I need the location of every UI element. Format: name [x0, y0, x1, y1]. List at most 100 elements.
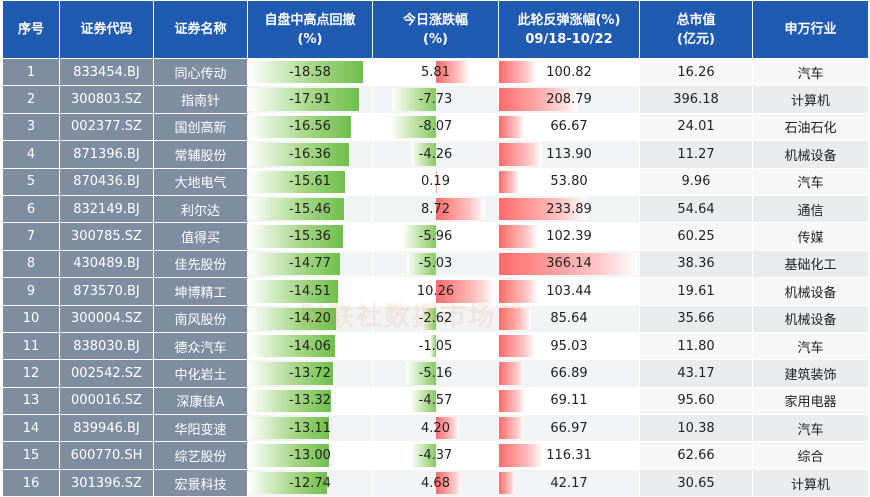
table-row[interactable]: 14 839946.BJ 华阳变速 -13.11 4.20 66.97 10.38 汽车	[2, 414, 869, 443]
table-row[interactable]: 16 301396.SZ 宏景科技 -12.74 4.68 42.17 30.65 计算机	[2, 468, 869, 497]
row-mktcap: 11.80	[639, 331, 753, 361]
row-rebound-value: 66.89	[550, 365, 588, 381]
table-row[interactable]: 8 430489.BJ 佳先股份 -14.77 -5.03 366.14 38.36 基础化工	[2, 249, 869, 279]
row-code: 871396.BJ	[59, 140, 154, 169]
table-row[interactable]: 10 300004.SZ 南风股份 -14.20 -2.62 85.64 35.66 机械设备	[2, 304, 869, 333]
row-rebound-bar	[499, 280, 539, 303]
row-mktcap: 19.61	[639, 277, 753, 306]
row-industry: 机械设备	[752, 277, 869, 306]
row-rebound-value: 103.44	[546, 283, 592, 299]
row-code: 838030.BJ	[59, 331, 154, 361]
row-drawdown-bar	[248, 170, 345, 193]
row-today: -7.73	[372, 85, 499, 114]
row-name: 国创高新	[153, 112, 248, 142]
table-row[interactable]: 11 838030.BJ 德众汽车 -14.06 -1.05 95.03 11.80 汽车	[2, 331, 869, 361]
row-today-bar	[435, 61, 469, 84]
row-mktcap: 11.27	[639, 140, 753, 169]
row-drawdown-bar	[248, 362, 334, 385]
row-drawdown-value: -15.36	[289, 229, 331, 245]
table-row[interactable]: 4 871396.BJ 常辅股份 -16.36 -4.26 113.90 11.27 机械设备	[2, 140, 869, 169]
row-drawdown: -15.61	[247, 167, 373, 196]
table-row[interactable]: 7 300785.SZ 值得买 -15.36 -5.96 102.39 60.25 传媒	[2, 222, 869, 251]
row-today-bar	[435, 280, 494, 303]
header-mktcap[interactable]: 总市值 (亿元)	[639, 0, 753, 59]
row-today-bar	[401, 225, 436, 248]
row-drawdown-bar	[248, 280, 338, 303]
row-today-value: 0.19	[421, 174, 450, 190]
header-name[interactable]: 证券名称	[153, 0, 248, 59]
row-today-bar	[435, 197, 486, 221]
row-idx: 2	[2, 85, 60, 114]
row-rebound-bar	[499, 225, 538, 248]
row-rebound-value: 66.67	[550, 119, 588, 135]
row-rebound: 95.03	[498, 331, 640, 361]
header-mktcap-line1: 总市值	[676, 12, 716, 28]
row-rebound: 69.11	[498, 386, 640, 416]
header-industry[interactable]: 申万行业	[752, 0, 869, 59]
table-row[interactable]: 15 600770.SH 综艺股份 -13.00 -4.37 116.31 62.66 综合	[2, 441, 869, 470]
row-drawdown: -13.32	[247, 386, 373, 416]
table-row[interactable]: 1 833454.BJ 同心传动 -18.58 5.81 100.82 16.26 汽车	[2, 57, 869, 87]
row-rebound-value: 53.80	[550, 174, 588, 190]
row-today-bar	[435, 471, 463, 495]
table-body: 1 833454.BJ 同心传动 -18.58 5.81 100.82 16.26 汽车 2 30…	[2, 57, 869, 497]
row-drawdown-value: -12.74	[289, 475, 331, 491]
row-today-value: 5.81	[421, 64, 450, 80]
row-idx: 12	[2, 359, 60, 388]
row-today-bar	[389, 115, 436, 139]
row-mktcap: 60.25	[639, 222, 753, 251]
row-industry: 汽车	[752, 57, 869, 87]
row-rebound: 66.97	[498, 414, 640, 443]
header-rebound[interactable]: 此轮反弹涨幅(%) 09/18-10/22	[498, 0, 640, 59]
row-idx: 6	[2, 194, 60, 224]
row-drawdown-bar	[248, 143, 350, 166]
header-code[interactable]: 证券代码	[59, 0, 154, 59]
table-row[interactable]: 3 002377.SZ 国创高新 -16.56 -8.07 66.67 24.01 石油石化	[2, 112, 869, 142]
row-rebound-bar	[499, 389, 526, 413]
row-mktcap: 95.60	[639, 386, 753, 416]
table-row[interactable]: 9 873570.BJ 坤博精工 -14.51 10.26 103.44 19.61 机械设备	[2, 277, 869, 306]
row-rebound-value: 208.79	[546, 92, 592, 108]
row-industry: 家用电器	[752, 386, 869, 416]
table-row[interactable]: 2 300803.SZ 指南针 -17.91 -7.73 208.79 396.18 计算机	[2, 85, 869, 114]
row-today: -5.16	[372, 359, 499, 388]
row-drawdown-value: -15.61	[289, 174, 331, 190]
row-drawdown-bar	[248, 197, 344, 221]
row-name: 德众汽车	[153, 331, 248, 361]
table-row[interactable]: 12 002542.SZ 中化岩土 -13.72 -5.16 66.89 43.17 建筑装饰	[2, 359, 869, 388]
table-row[interactable]: 6 832149.BJ 利尔达 -15.46 8.72 233.89 54.64 通信	[2, 194, 869, 224]
row-industry: 建筑装饰	[752, 359, 869, 388]
row-idx: 10	[2, 304, 60, 333]
table-row[interactable]: 5 870436.BJ 大地电气 -15.61 0.19 53.80 9.96 汽车	[2, 167, 869, 196]
row-industry: 基础化工	[752, 249, 869, 279]
row-rebound: 113.90	[498, 140, 640, 169]
row-idx: 14	[2, 414, 60, 443]
row-today-value: -5.03	[418, 256, 453, 272]
row-drawdown-bar	[248, 225, 344, 248]
header-idx[interactable]: 序号	[2, 0, 60, 59]
table-row[interactable]: 13 000016.SZ 深康佳A -13.32 -4.57 69.11 95.60 家用电器	[2, 386, 869, 416]
row-rebound: 208.79	[498, 85, 640, 114]
row-today-bar	[435, 170, 437, 193]
header-drawdown[interactable]: 自盘中高点回撤 (%)	[247, 0, 373, 59]
row-name: 综艺股份	[153, 441, 248, 470]
row-name: 坤博精工	[153, 277, 248, 306]
row-rebound-value: 85.64	[550, 311, 588, 327]
row-drawdown-bar	[248, 115, 351, 139]
row-industry: 机械设备	[752, 140, 869, 169]
row-drawdown-value: -15.46	[289, 201, 331, 217]
row-name: 大地电气	[153, 167, 248, 196]
row-rebound-value: 69.11	[550, 393, 588, 409]
row-rebound-value: 233.89	[546, 201, 592, 217]
header-today[interactable]: 今日涨跌幅 (%)	[372, 0, 499, 59]
row-today-bar	[429, 334, 436, 358]
row-drawdown-bar	[248, 307, 337, 330]
row-code: 839946.BJ	[59, 414, 154, 443]
row-rebound-bar	[499, 307, 532, 330]
row-drawdown-value: -14.06	[289, 338, 331, 354]
row-mktcap: 54.64	[639, 194, 753, 224]
row-today: 5.81	[372, 57, 499, 87]
row-today: 0.19	[372, 167, 499, 196]
row-rebound-value: 100.82	[546, 64, 592, 80]
